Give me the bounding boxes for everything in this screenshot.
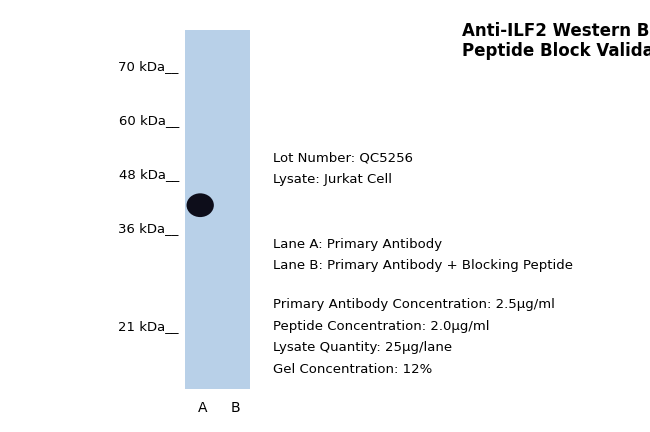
Text: Peptide Concentration: 2.0μg/ml: Peptide Concentration: 2.0μg/ml [273,320,489,333]
Text: Lot Number: QC5256: Lot Number: QC5256 [273,151,413,164]
Bar [185,30,250,389]
Text: 36 kDa__: 36 kDa__ [118,222,179,235]
Text: 48 kDa__: 48 kDa__ [118,168,179,181]
Text: 70 kDa__: 70 kDa__ [118,60,179,73]
Text: A: A [198,401,207,415]
Text: 21 kDa__: 21 kDa__ [118,320,179,333]
Ellipse shape [187,193,214,217]
Text: B: B [231,401,240,415]
Text: 60 kDa__: 60 kDa__ [118,114,179,127]
Text: Anti-ILF2 Western Blot &
Peptide Block Validation: Anti-ILF2 Western Blot & Peptide Block V… [462,22,650,60]
Text: Lane B: Primary Antibody + Blocking Peptide: Lane B: Primary Antibody + Blocking Pept… [273,259,573,272]
Text: Lane A: Primary Antibody: Lane A: Primary Antibody [273,238,442,251]
Text: Lysate Quantity: 25μg/lane: Lysate Quantity: 25μg/lane [273,341,452,354]
Text: Primary Antibody Concentration: 2.5μg/ml: Primary Antibody Concentration: 2.5μg/ml [273,298,555,311]
Text: Gel Concentration: 12%: Gel Concentration: 12% [273,363,432,376]
Text: Lysate: Jurkat Cell: Lysate: Jurkat Cell [273,173,392,186]
